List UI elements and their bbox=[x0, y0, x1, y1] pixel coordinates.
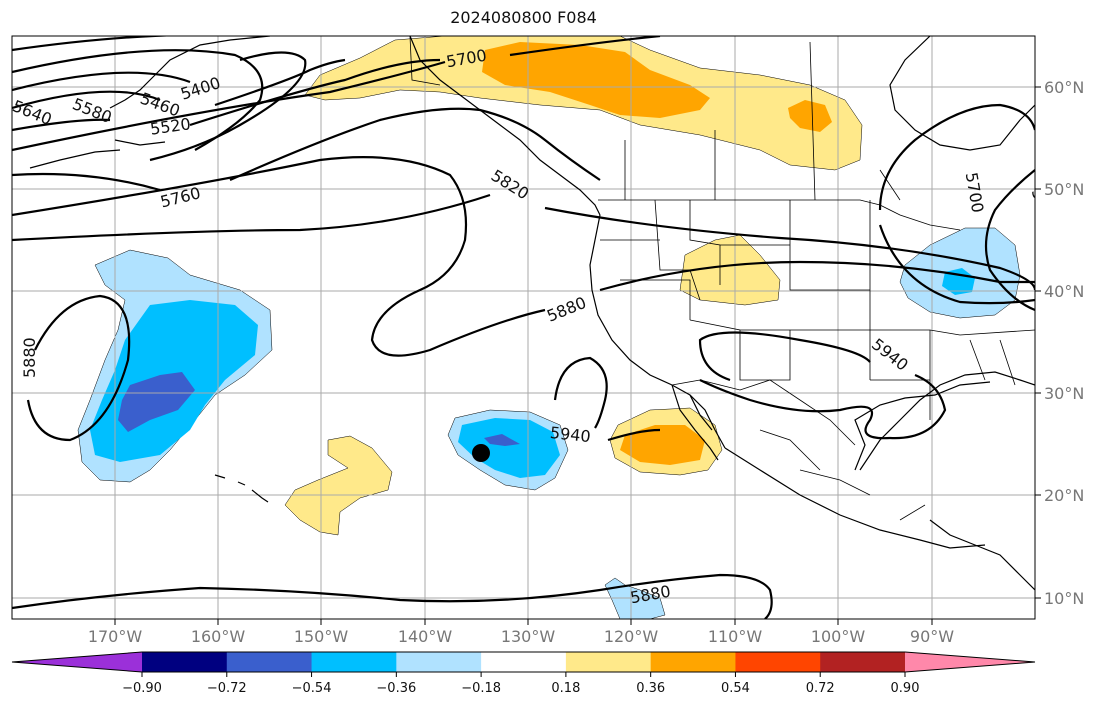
panhandle-coast bbox=[409, 36, 601, 216]
contour-line bbox=[878, 103, 1035, 312]
contour-label: 5880 bbox=[20, 337, 39, 378]
height-contours bbox=[12, 36, 1035, 619]
colorbar-segment bbox=[142, 652, 228, 672]
colorbar-tick-label: 0.36 bbox=[636, 681, 665, 696]
lon-label: 170°W bbox=[88, 627, 143, 646]
colorbar-segment bbox=[481, 652, 567, 672]
colorbar-extend-high bbox=[905, 652, 1035, 672]
lon-label: 140°W bbox=[398, 627, 453, 646]
lon-label: 130°W bbox=[501, 627, 556, 646]
political-borders bbox=[409, 36, 1035, 521]
pos-anomaly-baja-mid bbox=[620, 425, 705, 465]
contour-line bbox=[12, 156, 1035, 357]
neg-anomaly-west-pacific-core bbox=[118, 372, 195, 432]
baja-coast bbox=[671, 384, 719, 461]
longitude-labels: 170°W 160°W 150°W 140°W 130°W 120°W 110°… bbox=[88, 627, 954, 646]
contour-line bbox=[12, 107, 601, 192]
location-marker bbox=[472, 444, 490, 462]
contour-line bbox=[878, 224, 1035, 305]
contour-line bbox=[26, 294, 131, 442]
lat-label: 60°N bbox=[1044, 78, 1084, 97]
contour-line bbox=[12, 51, 307, 162]
colorbar-segment bbox=[311, 652, 397, 672]
latitude-labels: 60°N 50°N 40°N 30°N 20°N 10°N bbox=[1044, 78, 1084, 608]
neg-anomaly-central-pacific-mid bbox=[458, 418, 560, 478]
colorbar-segment bbox=[735, 652, 821, 672]
contour-line bbox=[12, 573, 773, 619]
colorbar-segment bbox=[226, 652, 313, 672]
colorbar: −0.90 −0.72 −0.54 −0.36 −0.18 0.18 0.36 0.54 0.7… bbox=[11, 651, 1036, 696]
lon-label: 110°W bbox=[708, 627, 763, 646]
lat-label: 50°N bbox=[1044, 180, 1084, 199]
gulf-coast bbox=[854, 381, 991, 471]
colorbar-tick-label: 0.72 bbox=[806, 681, 835, 696]
mexico-state-borders bbox=[759, 429, 926, 521]
pos-anomaly-canada-mid2 bbox=[788, 100, 832, 132]
colorbar-tick-label: −0.36 bbox=[376, 681, 416, 696]
colorbar-tick-label: −0.18 bbox=[461, 681, 501, 696]
colorbar-extend-low bbox=[12, 652, 142, 672]
neg-anomaly-great-lakes-mid bbox=[942, 268, 975, 295]
colorbar-tick-label: −0.54 bbox=[292, 681, 332, 696]
contour-line bbox=[12, 193, 1035, 291]
colorbar-segment bbox=[820, 652, 906, 672]
colorbar-segment bbox=[565, 652, 652, 672]
lat-label: 20°N bbox=[1044, 486, 1084, 505]
map-frame bbox=[11, 35, 1036, 620]
map-title: 2024080800 F084 bbox=[450, 8, 597, 27]
colorbar-tick-label: 0.90 bbox=[891, 681, 920, 696]
colorbar-tick-label: −0.72 bbox=[207, 681, 247, 696]
us-canada-border bbox=[598, 199, 961, 231]
alaska-canada-border bbox=[409, 36, 441, 86]
colorbar-tick-label: −0.90 bbox=[122, 681, 162, 696]
contour-line bbox=[553, 356, 608, 429]
us-state-borders bbox=[600, 199, 1035, 420]
contour-line bbox=[12, 58, 441, 132]
lon-label: 100°W bbox=[811, 627, 866, 646]
lat-label: 10°N bbox=[1044, 589, 1084, 608]
lat-label: 30°N bbox=[1044, 384, 1084, 403]
mexico-coast bbox=[724, 371, 1035, 549]
coastlines bbox=[29, 36, 1035, 591]
lat-label: 40°N bbox=[1044, 282, 1084, 301]
contour-line bbox=[607, 331, 947, 442]
colorbar-segment bbox=[396, 652, 482, 672]
central-america-coast bbox=[929, 519, 1035, 591]
lon-label: 150°W bbox=[294, 627, 349, 646]
lon-label: 120°W bbox=[604, 627, 659, 646]
canada-province-borders bbox=[624, 41, 901, 201]
canada-east-coast bbox=[889, 36, 1035, 151]
lon-label: 160°W bbox=[191, 627, 246, 646]
pos-anomaly-central-pacific bbox=[284, 435, 393, 536]
axis-ticks bbox=[114, 86, 1041, 625]
lon-label: 90°W bbox=[910, 627, 954, 646]
contour-label: 5940 bbox=[549, 423, 591, 446]
contour-line bbox=[12, 36, 661, 152]
contour-line bbox=[12, 58, 346, 110]
anomaly-shading bbox=[77, 36, 1021, 619]
pos-anomaly-canada-mid bbox=[482, 42, 710, 118]
colorbar-tick-label: 0.18 bbox=[551, 681, 580, 696]
colorbar-tick-label: 0.54 bbox=[721, 681, 750, 696]
neg-anomaly-central-pacific-core bbox=[484, 434, 520, 446]
pos-anomaly-canada bbox=[304, 36, 863, 171]
hawaii-islands bbox=[214, 474, 269, 503]
alaska-coast bbox=[29, 36, 271, 169]
colorbar-segment bbox=[650, 652, 736, 672]
us-west-coast bbox=[589, 214, 726, 449]
